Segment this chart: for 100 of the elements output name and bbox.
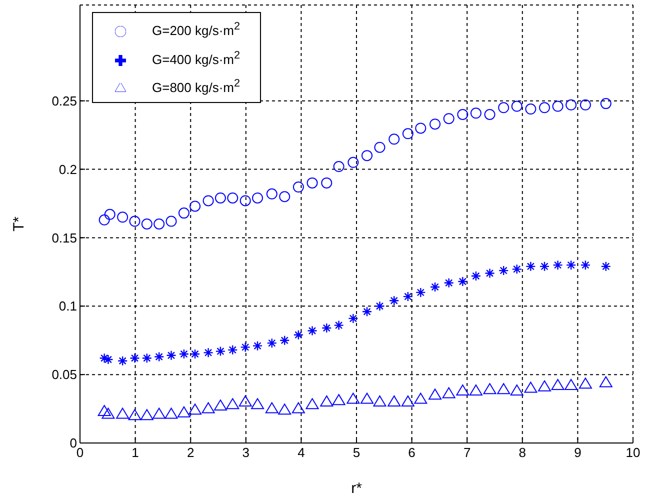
point	[458, 276, 468, 287]
point	[238, 395, 252, 406]
point	[116, 408, 130, 419]
point	[348, 313, 358, 324]
point	[373, 395, 386, 406]
point	[320, 395, 334, 406]
point	[332, 394, 346, 406]
point	[600, 261, 612, 272]
point	[578, 378, 592, 389]
point	[470, 270, 482, 282]
x-tick-label: 2	[186, 445, 194, 460]
point	[166, 216, 177, 227]
point	[251, 398, 264, 410]
point	[227, 192, 238, 204]
x-tick-label: 3	[242, 445, 250, 460]
x-tick-label: 4	[298, 445, 305, 460]
point	[292, 402, 305, 414]
x-tick-label: 6	[408, 445, 416, 460]
point	[214, 192, 226, 204]
point	[140, 409, 154, 420]
point	[362, 306, 372, 317]
point	[202, 195, 214, 206]
point	[374, 301, 385, 312]
point	[141, 218, 152, 230]
point	[346, 392, 360, 404]
legend-label: G=200 kg/s·m$^{2}$	[152, 21, 240, 38]
point	[362, 150, 373, 162]
point	[102, 408, 115, 419]
x-tick-label: 7	[463, 445, 471, 460]
point	[190, 200, 201, 212]
point	[498, 265, 509, 276]
point	[564, 379, 578, 390]
point	[470, 108, 482, 119]
x-tick-label: 9	[574, 445, 582, 460]
point	[402, 291, 414, 302]
point	[307, 326, 318, 336]
point	[443, 113, 454, 124]
point	[580, 260, 591, 270]
point	[266, 338, 277, 348]
point	[360, 392, 374, 404]
point	[226, 398, 240, 410]
point	[389, 296, 400, 306]
point	[166, 350, 176, 360]
y-tick-label: 0.25	[52, 93, 77, 108]
point	[442, 387, 456, 398]
point	[266, 188, 278, 200]
point	[566, 99, 577, 110]
point	[292, 182, 304, 193]
point	[293, 330, 304, 340]
y-axis-title: T*	[10, 216, 28, 232]
x-tick-label: 1	[132, 445, 139, 460]
point	[580, 99, 591, 110]
point	[456, 384, 470, 396]
point	[402, 128, 414, 140]
point	[599, 376, 612, 388]
point	[128, 409, 142, 420]
point	[129, 216, 140, 227]
point	[188, 404, 202, 415]
point	[416, 287, 426, 298]
point	[99, 353, 110, 364]
point	[348, 156, 359, 168]
point	[498, 102, 510, 114]
point	[98, 214, 110, 226]
point	[202, 402, 215, 414]
point	[104, 208, 116, 220]
point	[497, 383, 510, 394]
point	[252, 340, 263, 351]
point	[539, 261, 550, 272]
x-tick-label: 5	[352, 445, 360, 460]
point	[524, 382, 538, 393]
y-tick-label: 0.05	[52, 367, 77, 382]
point	[240, 342, 250, 352]
point	[306, 177, 318, 188]
x-tick-label: 10	[626, 445, 640, 460]
point	[178, 208, 190, 219]
point	[252, 192, 264, 204]
point	[483, 383, 496, 394]
point	[388, 134, 400, 145]
point	[430, 282, 440, 292]
y-tick-label: 0.2	[58, 162, 77, 177]
point	[103, 354, 114, 365]
legend-label: G=400 kg/s·m$^{2}$	[152, 49, 240, 67]
point	[401, 395, 414, 406]
point	[414, 392, 428, 404]
point	[117, 212, 128, 223]
point	[178, 348, 190, 360]
point	[164, 408, 178, 419]
point	[190, 348, 200, 360]
point	[566, 260, 576, 270]
y-tick-label: 0	[70, 436, 77, 451]
point	[154, 352, 164, 362]
point	[600, 98, 612, 110]
point	[278, 404, 292, 415]
point	[215, 346, 226, 356]
point	[430, 118, 441, 130]
y-tick-label: 0.15	[52, 230, 77, 246]
point	[525, 104, 536, 115]
x-tick-label: 8	[518, 445, 526, 460]
point	[428, 388, 442, 400]
point	[142, 353, 152, 364]
